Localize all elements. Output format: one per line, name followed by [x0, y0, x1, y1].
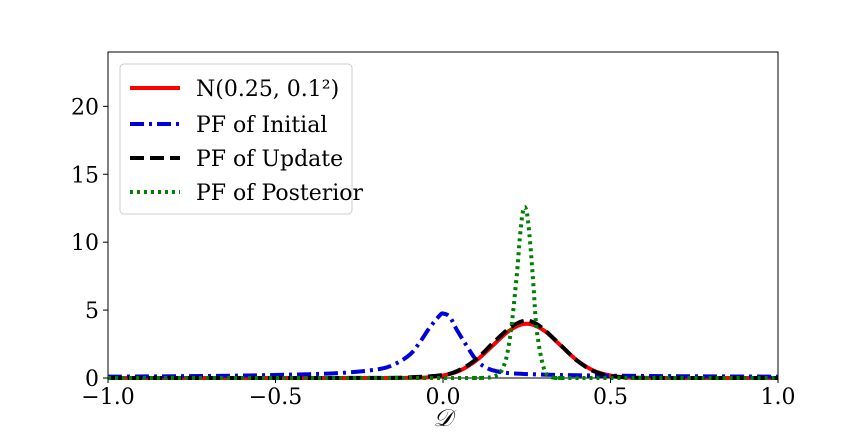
legend: N(0.25, 0.1²) PF of Initial PF of Update PF…	[119, 63, 364, 215]
x-tick-label: 0.0	[426, 385, 461, 410]
x-tick-label: 0.5	[593, 385, 628, 410]
series-line-1	[107, 321, 778, 381]
x-tick-label: −1.0	[81, 385, 134, 410]
y-tick-label: 5	[85, 299, 99, 324]
y-tick-label: 15	[71, 163, 99, 188]
y-tick-label: 10	[71, 231, 99, 256]
legend-label-3: PF of Update	[196, 147, 343, 172]
y-tick-label: 0	[85, 367, 99, 392]
series-layer	[107, 205, 779, 381]
y-axis-ticks: 0 5 10 15 20	[71, 95, 108, 392]
series-line-2	[107, 311, 779, 379]
series-line-4	[107, 205, 778, 381]
legend-label-1: N(0.25, 0.1²)	[196, 77, 339, 102]
y-tick-label: 20	[71, 95, 99, 120]
legend-box	[119, 63, 353, 215]
x-axis-ticks: −1.0 −0.5 0.0 0.5 1.0	[81, 378, 796, 410]
legend-label-2: PF of Initial	[196, 113, 327, 138]
series-line-3	[107, 318, 778, 381]
x-tick-label: −0.5	[249, 385, 302, 410]
legend-label-4: PF of Posterior	[196, 181, 364, 206]
x-tick-label: 1.0	[761, 385, 796, 410]
